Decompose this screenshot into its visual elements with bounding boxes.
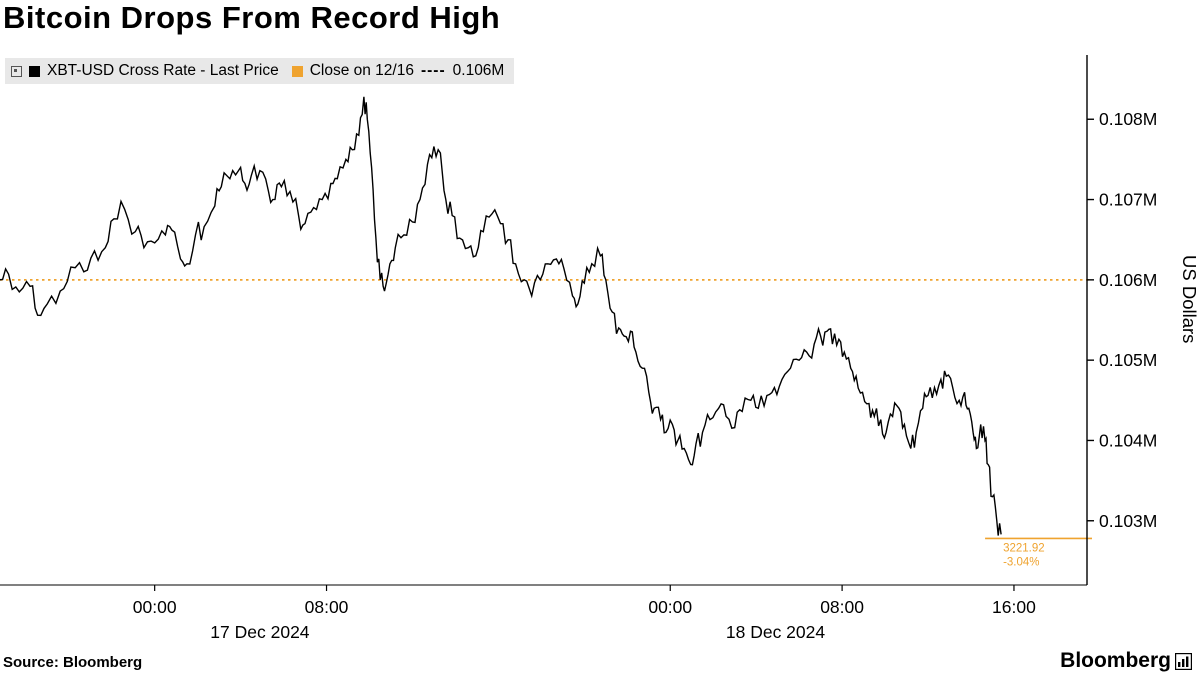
close-legend-label: Close on 12/16 — [309, 62, 414, 79]
y-tick-label: 0.104M — [1099, 430, 1157, 450]
price-line — [0, 96, 1002, 536]
bloomberg-logo: Bloomberg — [1060, 649, 1192, 673]
x-tick-label: 08:00 — [305, 597, 349, 617]
x-tick-label: 16:00 — [992, 597, 1036, 617]
y-tick-label: 0.103M — [1099, 511, 1157, 531]
bloomberg-wordmark: Bloomberg — [1060, 649, 1171, 672]
page-title: Bitcoin Drops From Record High — [3, 0, 501, 35]
legend-bar: XBT-USD Cross Rate - Last Price Close on… — [5, 58, 515, 84]
last-price-change-pct: -3.04% — [1003, 556, 1039, 568]
x-tick-label: 00:00 — [648, 597, 692, 617]
y-tick-label: 0.105M — [1099, 350, 1157, 370]
close-legend-value: 0.106M — [452, 62, 505, 79]
close-marker-icon — [291, 65, 303, 77]
x-date-label: 17 Dec 2024 — [210, 622, 310, 642]
y-tick-label: 0.108M — [1099, 109, 1157, 129]
x-tick-label: 00:00 — [133, 597, 177, 617]
series-legend-label: XBT-USD Cross Rate - Last Price — [47, 62, 279, 79]
chart-tool-icon — [11, 65, 22, 77]
close-legend-dashes: ---- — [420, 62, 446, 79]
x-tick-label: 08:00 — [820, 597, 864, 617]
y-axis-title: US Dollars — [1179, 255, 1200, 344]
x-date-label: 18 Dec 2024 — [726, 622, 826, 642]
last-price-change: 3221.92 — [1003, 542, 1045, 554]
y-tick-label: 0.106M — [1099, 270, 1157, 290]
bloomberg-logo-icon — [1175, 652, 1192, 670]
source-attribution: Source: Bloomberg — [3, 654, 143, 671]
series-marker-icon — [29, 65, 40, 77]
y-tick-label: 0.107M — [1099, 190, 1157, 210]
